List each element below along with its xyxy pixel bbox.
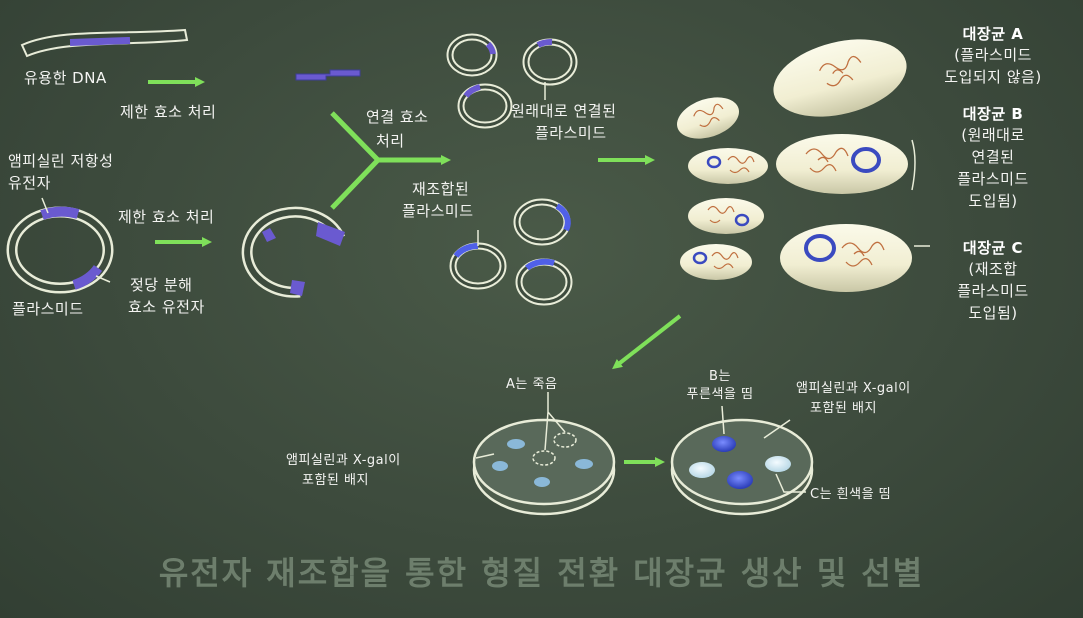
small-cell-1 [677,97,739,139]
label-useful-dna: 유용한 DNA [24,69,107,87]
ligation-arrows [330,111,451,210]
label-restriction-top: 제한 효소 처리 [120,103,217,121]
label-original-1: 원래대로 연결된 [511,102,617,120]
small-cell-2 [688,148,768,184]
pointer-c-white [775,473,806,493]
label-medium-right-2: 포함된 배지 [810,401,877,416]
slide-title: 유전자 재조합을 통한 형질 전환 대장균 생산 및 선별 [158,554,925,592]
label-amp-gene-2: 유전자 [8,174,51,192]
petri-dish-left [472,418,616,516]
pointer-lactose-gene [95,275,111,283]
label-ecoli-b-line-2: (원래대로 [961,126,1025,144]
label-amp-gene-1: 앰피실린 저항성 [8,152,114,170]
plasmid-recombinant-3 [515,258,573,306]
label-ecoli-a-line-3: 도입되지 않음) [944,68,1042,86]
small-cell-4 [680,244,752,280]
small-cell-3 [688,198,764,234]
arrow-to-plates [612,314,682,370]
label-b-blue-2: 푸른색을 띰 [686,387,754,402]
label-ecoli-c-line-4: 도입됨) [968,304,1018,322]
plasmid-original-1 [446,33,498,77]
label-ecoli-b-line-4: 플라스미드 [957,170,1029,188]
pointer-medium-left [475,453,495,459]
label-ecoli-b-line-3: 연결된 [971,148,1015,166]
label-a-dies: A는 죽음 [506,377,558,392]
plasmid-original-3 [457,83,513,129]
label-recombinant-1: 재조합된 [412,180,470,198]
label-ecoli-c-line-3: 플라스미드 [957,282,1029,300]
petri-dish-right [670,418,814,516]
label-b-blue-1: B는 [709,369,731,384]
label-ecoli-a-title: 대장균 A [962,25,1024,43]
label-original-2: 플라스미드 [535,124,607,142]
plasmid-ring [6,206,114,294]
pointer-a-dies [544,392,566,451]
label-plasmid: 플라스미드 [12,300,84,318]
ecoli-a-cell [773,39,907,117]
plasmid-recombinant-2 [449,242,507,290]
plasmid-recombinant-1 [513,198,571,246]
label-ligation-2: 처리 [376,132,405,150]
pointer-b-blue [721,405,725,435]
pointer-amp-gene [41,197,49,214]
label-restriction-mid: 제한 효소 처리 [118,208,215,226]
label-ecoli-c-line-2: (재조합 [968,260,1018,278]
label-ecoli-a-line-2: (플라스미드 [954,46,1032,64]
label-medium-right-1: 앰피실린과 X-gal이 [796,381,911,396]
dna-insert-fragment [295,69,361,81]
ecoli-b-cell [776,134,908,194]
ecoli-c-cell [780,224,912,292]
label-lactose-2: 효소 유전자 [128,298,205,316]
label-c-white: C는 흰색을 띰 [810,487,892,502]
label-medium-left-2: 포함된 배지 [302,473,369,488]
dna-strand [20,28,189,58]
label-lactose-1: 젖당 분해 [130,276,193,294]
label-ligation-1: 연결 효소 [366,108,429,126]
cut-plasmid [241,206,345,298]
label-ecoli-b-title: 대장균 B [962,105,1024,123]
plasmid-original-2 [522,38,578,86]
label-medium-left-1: 앰피실린과 X-gal이 [286,453,401,468]
label-ecoli-b-line-5: 도입됨) [968,192,1018,210]
label-ecoli-c-title: 대장균 C [962,239,1024,257]
pointer-medium-right [763,419,791,439]
bracket-b [911,139,916,191]
label-recombinant-2: 플라스미드 [402,202,474,220]
